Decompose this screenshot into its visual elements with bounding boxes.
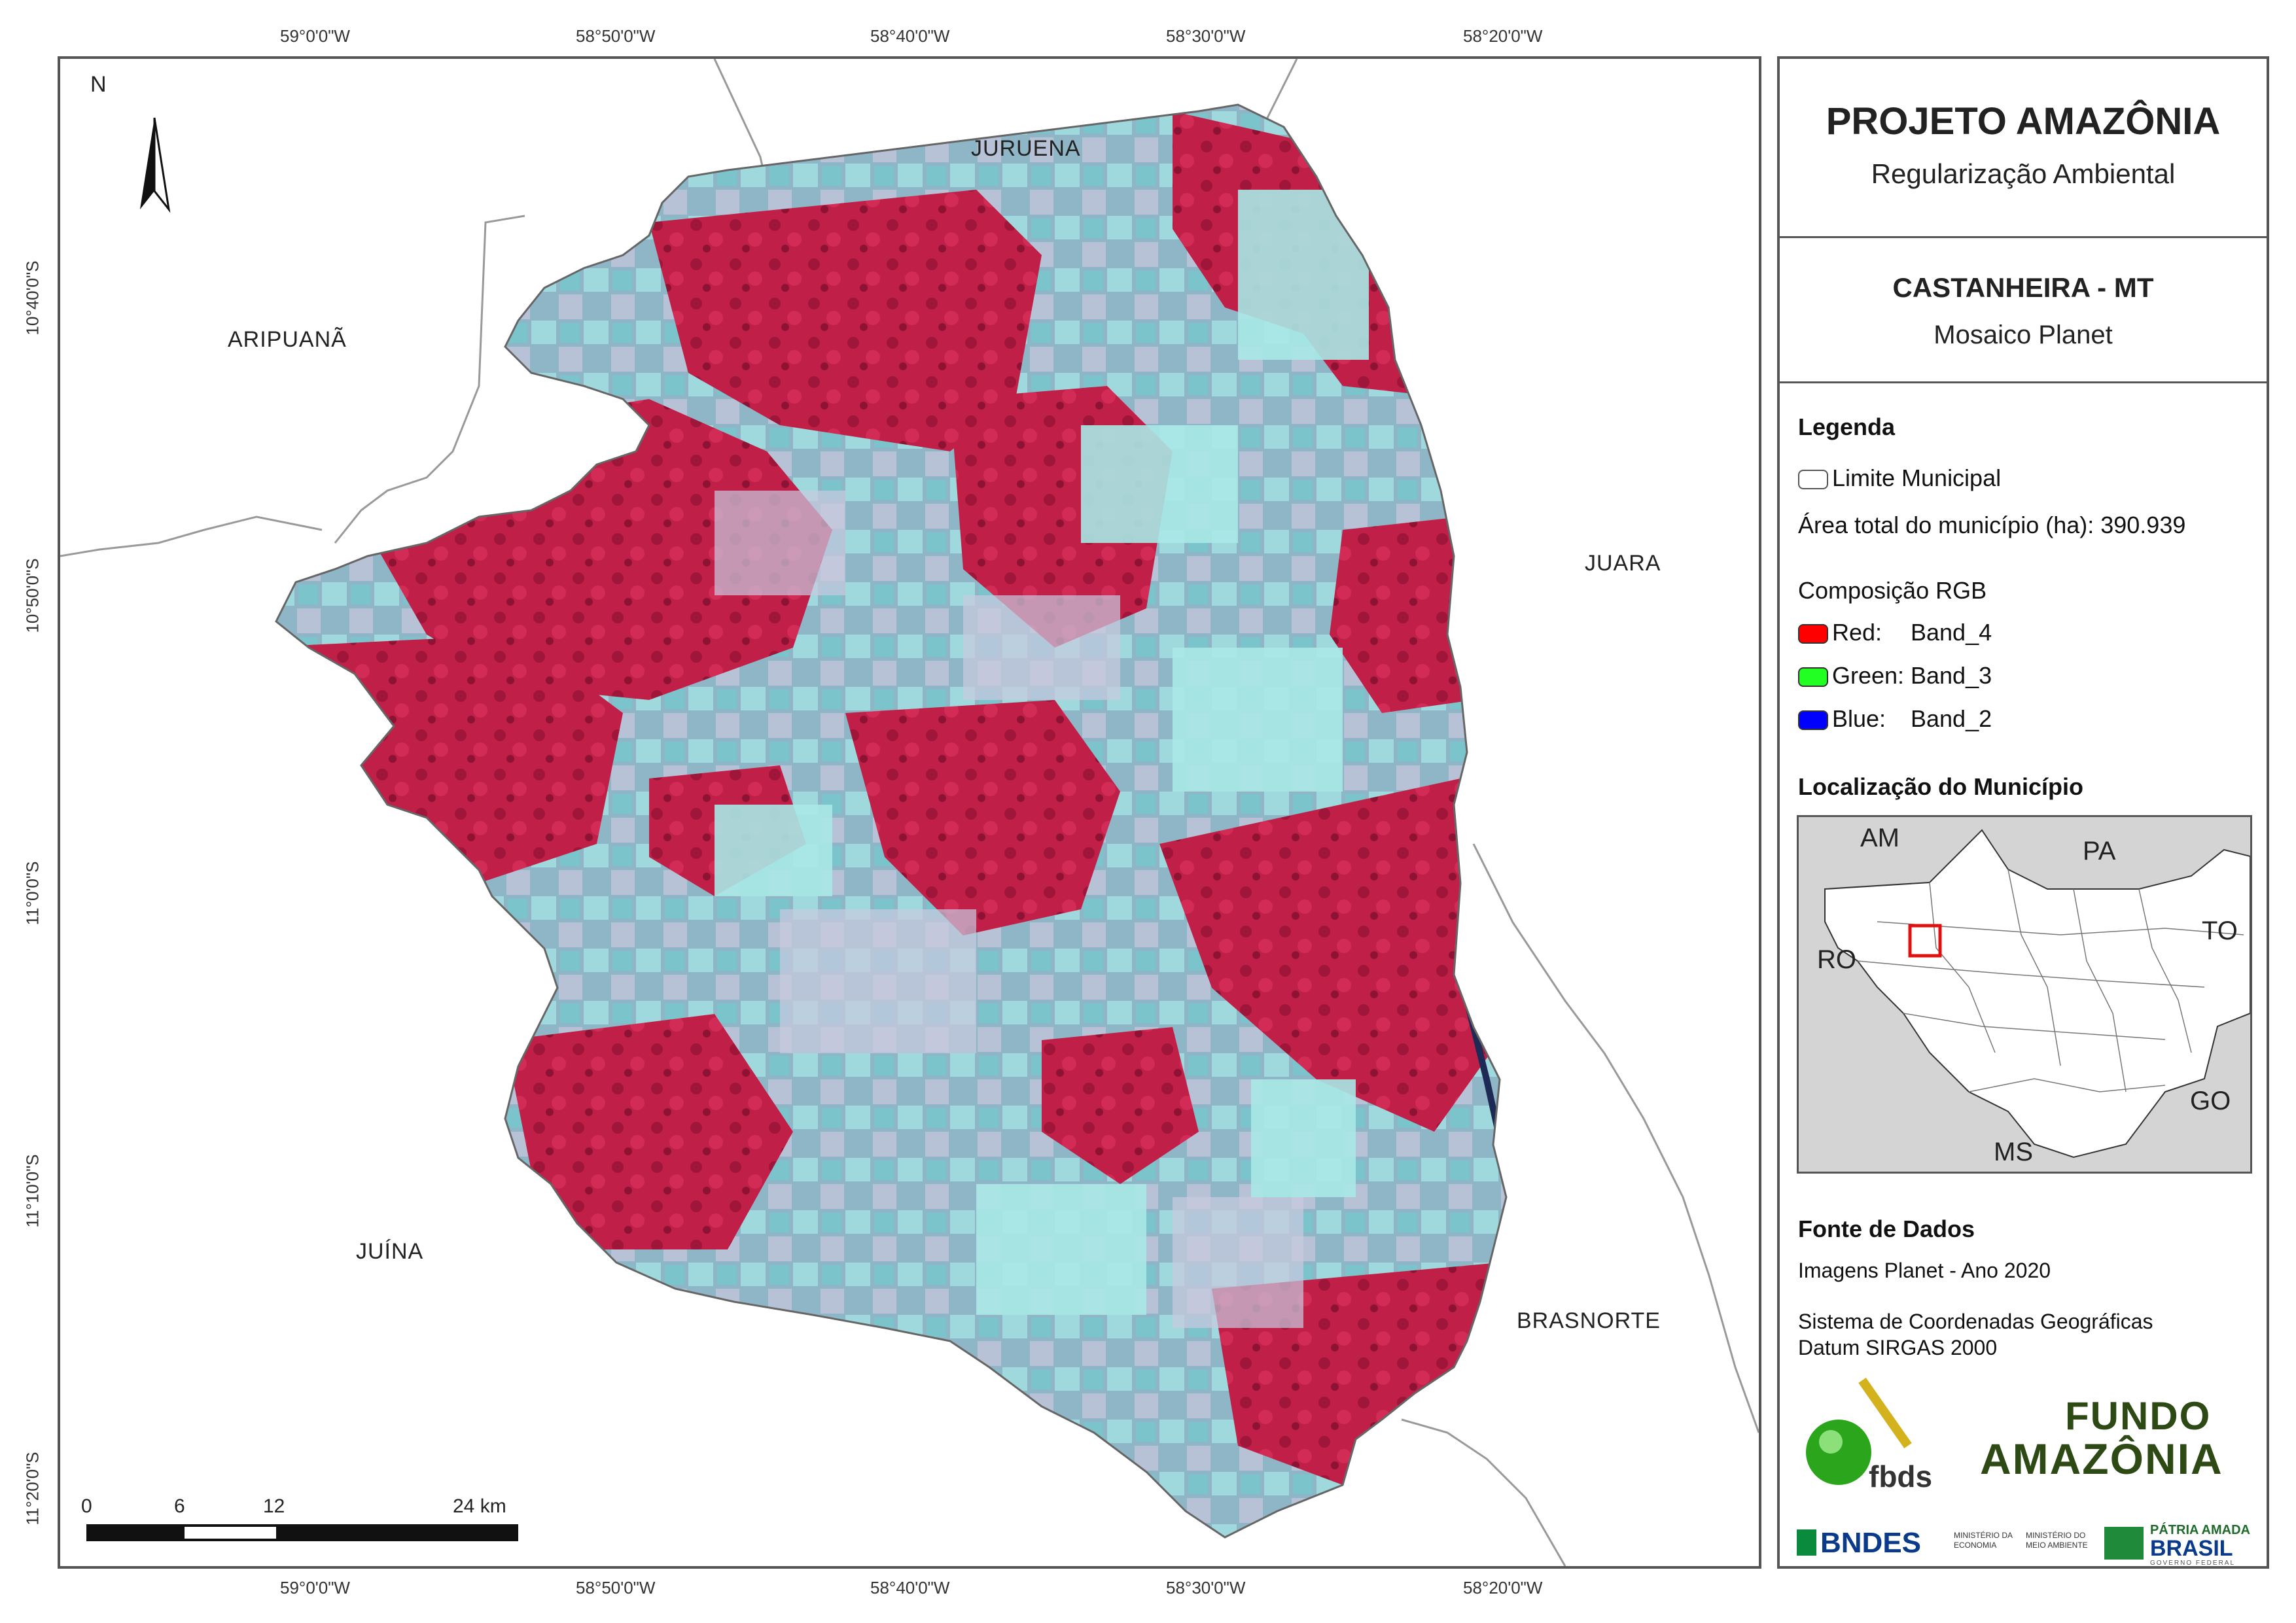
area-text: Área total do município (ha): 390.939 (1798, 512, 2186, 538)
scale-bar (86, 1524, 518, 1541)
north-arrow-icon (140, 117, 171, 213)
min-meio-ambiente: MINISTÉRIO DO MEIO AMBIENTE (2026, 1531, 2088, 1550)
state-ro: RO (1817, 945, 1856, 974)
scale-label-12: 12 (263, 1495, 285, 1517)
fbds-logo: fbds (1797, 1374, 1967, 1493)
sources-crs-1: Sistema de Coordenadas Geográficas (1798, 1310, 2153, 1333)
inset-map-canvas (1824, 829, 2250, 1159)
blue-swatch (1798, 710, 1828, 731)
product-name: Mosaico Planet (1934, 321, 2113, 349)
state-ms: MS (1994, 1138, 2033, 1166)
bndes-text: BNDES (1820, 1527, 1922, 1559)
scale-label-0: 0 (81, 1495, 92, 1517)
blue-band: Band_2 (1911, 705, 1992, 732)
brasil-text: BRASIL (2150, 1536, 2233, 1561)
amazonia-text: AMAZÔNIA (1980, 1435, 2223, 1483)
bndes-mark-icon (1797, 1529, 1816, 1556)
top-coord-5: 58°20'0"W (1463, 26, 1543, 46)
left-coord-1: 10°40'0"S (22, 260, 43, 336)
legend-block: Legenda Limite Municipal Área total do m… (1780, 383, 2267, 1215)
sources-block: Fonte de Dados Imagens Planet - Ano 2020… (1780, 1215, 2267, 1379)
boundary-label: Limite Municipal (1832, 464, 2002, 491)
sources-heading: Fonte de Dados (1798, 1215, 1975, 1242)
state-to: TO (2202, 916, 2238, 945)
map-canvas (60, 59, 1759, 1566)
fbds-text: fbds (1869, 1459, 1933, 1493)
brazil-flag-icon (2104, 1527, 2144, 1560)
red-band: Band_4 (1911, 619, 1992, 646)
place-aripuana: ARIPUANÃ (228, 327, 347, 352)
scale-label-24km: 24 km (453, 1495, 506, 1517)
funders-row: BNDES MINISTÉRIO DA ECONOMIA MINISTÉRIO … (1797, 1523, 2255, 1569)
red-swatch (1798, 624, 1828, 644)
scale-label-6: 6 (174, 1495, 185, 1517)
left-coord-2: 10°50'0"S (22, 558, 43, 633)
bottom-coord-1: 59°0'0"W (280, 1578, 350, 1597)
state-am: AM (1860, 824, 1899, 852)
min-economia: MINISTÉRIO DA ECONOMIA (1954, 1531, 2013, 1550)
main-title: PROJETO AMAZÔNIA (1826, 100, 2221, 143)
green-band: Band_3 (1911, 662, 1992, 689)
patria-amada: PÁTRIA AMADA (2150, 1523, 2250, 1537)
boundary-swatch (1798, 470, 1828, 490)
governo-federal: GOVERNO FEDERAL (2150, 1560, 2236, 1567)
bottom-coord-3: 58°40'0"W (870, 1578, 950, 1597)
bottom-coord-4: 58°30'0"W (1166, 1578, 1246, 1597)
legend-boundary: Limite Municipal (1798, 464, 2001, 492)
blue-label: Blue: (1832, 705, 1886, 732)
left-coord-3: 11°0'0"S (22, 861, 43, 926)
band-blue: Blue: Band_2 (1798, 705, 1992, 733)
place-juruena: JURUENA (971, 136, 1081, 161)
logos-block: fbds FUNDO AMAZÔNIA BNDES MINISTÉRIO DA … (1797, 1374, 2255, 1570)
location-inset-map: AM PA RO TO GO MS (1797, 815, 2252, 1174)
bottom-coord-2: 58°50'0"W (576, 1578, 656, 1597)
north-label: N (90, 72, 107, 97)
municipality-name: CASTANHEIRA - MT (1892, 272, 2154, 303)
green-swatch (1798, 667, 1828, 688)
municipality-locator (1908, 924, 1942, 958)
sources-images: Imagens Planet - Ano 2020 (1798, 1259, 2051, 1282)
top-coord-4: 58°30'0"W (1166, 26, 1246, 46)
municipality-block: CASTANHEIRA - MT Mosaico Planet (1780, 238, 2267, 383)
green-label: Green: (1832, 662, 1905, 689)
band-red: Red: Band_4 (1798, 619, 1992, 646)
legend-heading: Legenda (1798, 413, 1896, 440)
map-frame: N JURUENA ARIPUANÃ JUARA JUÍNA BRASNORTE… (58, 56, 1761, 1569)
place-brasnorte: BRASNORTE (1517, 1308, 1661, 1333)
location-heading: Localização do Município (1798, 773, 2084, 800)
fundo-text: FUNDO (2065, 1394, 2212, 1438)
side-panel: PROJETO AMAZÔNIA Regularização Ambiental… (1777, 56, 2269, 1569)
place-juina: JUÍNA (356, 1239, 424, 1264)
municipality-imagery (276, 105, 1506, 1537)
state-pa: PA (2083, 837, 2116, 865)
title-block: PROJETO AMAZÔNIA Regularização Ambiental (1780, 59, 2267, 238)
subtitle: Regularização Ambiental (1871, 158, 2176, 189)
left-coord-5: 11°20'0"S (22, 1452, 43, 1526)
top-coord-3: 58°40'0"W (870, 26, 950, 46)
fundo-amazonia-logo: FUNDO AMAZÔNIA (1980, 1393, 2255, 1498)
top-coord-2: 58°50'0"W (576, 26, 656, 46)
fbds-logo-icon (1806, 1377, 1912, 1485)
rgb-heading: Composição RGB (1798, 577, 1987, 604)
red-label: Red: (1832, 619, 1882, 646)
band-green: Green: Band_3 (1798, 662, 1992, 689)
state-go: GO (2190, 1087, 2231, 1115)
top-coord-1: 59°0'0"W (280, 26, 350, 46)
place-juara: JUARA (1585, 551, 1661, 576)
bottom-coord-5: 58°20'0"W (1463, 1578, 1543, 1597)
sources-crs-2: Datum SIRGAS 2000 (1798, 1336, 1998, 1359)
left-coord-4: 11°10'0"S (22, 1154, 43, 1228)
